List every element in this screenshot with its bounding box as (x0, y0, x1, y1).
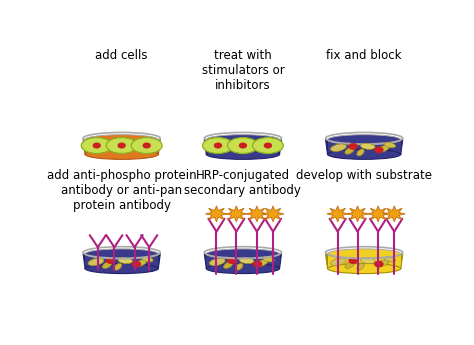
Ellipse shape (134, 260, 146, 267)
Polygon shape (246, 206, 268, 222)
Ellipse shape (85, 249, 158, 259)
Ellipse shape (328, 135, 401, 145)
Ellipse shape (361, 144, 375, 149)
Circle shape (374, 260, 383, 267)
Ellipse shape (114, 263, 122, 270)
Polygon shape (383, 206, 405, 222)
Ellipse shape (263, 257, 274, 262)
Polygon shape (262, 206, 284, 222)
Polygon shape (85, 254, 158, 268)
Ellipse shape (330, 258, 346, 266)
Ellipse shape (228, 138, 258, 154)
Text: develop with substrate: develop with substrate (296, 169, 432, 182)
Ellipse shape (85, 149, 158, 159)
Ellipse shape (206, 149, 280, 159)
Ellipse shape (202, 138, 233, 154)
Polygon shape (225, 206, 247, 222)
Circle shape (214, 142, 222, 149)
Polygon shape (326, 140, 403, 154)
Text: treat with
stimulators or
inhibitors: treat with stimulators or inhibitors (201, 49, 284, 92)
Polygon shape (205, 206, 228, 222)
Ellipse shape (131, 138, 162, 154)
Ellipse shape (384, 257, 395, 262)
Polygon shape (204, 140, 282, 154)
Text: fix and block: fix and block (327, 49, 402, 62)
Text: add cells: add cells (95, 49, 148, 62)
Circle shape (239, 142, 247, 149)
Ellipse shape (345, 148, 354, 154)
Ellipse shape (210, 258, 225, 266)
Ellipse shape (206, 249, 280, 259)
Ellipse shape (376, 260, 389, 267)
Circle shape (374, 146, 383, 153)
Ellipse shape (361, 258, 375, 264)
Ellipse shape (328, 264, 401, 274)
Ellipse shape (224, 262, 233, 268)
Circle shape (143, 142, 151, 149)
Ellipse shape (357, 263, 364, 270)
Ellipse shape (142, 257, 153, 262)
Ellipse shape (82, 138, 112, 154)
Circle shape (106, 257, 116, 264)
Ellipse shape (88, 258, 104, 266)
Polygon shape (204, 254, 282, 268)
Ellipse shape (106, 138, 137, 154)
Polygon shape (206, 254, 280, 268)
Ellipse shape (206, 264, 280, 274)
Ellipse shape (236, 263, 243, 270)
Circle shape (227, 257, 237, 264)
Circle shape (92, 142, 101, 149)
Circle shape (264, 142, 272, 149)
Ellipse shape (85, 135, 158, 145)
Polygon shape (83, 140, 160, 154)
Ellipse shape (328, 249, 401, 259)
Ellipse shape (206, 135, 280, 145)
Ellipse shape (239, 258, 254, 264)
Text: add anti-phospho protein
antibody or anti-pan
protein antibody: add anti-phospho protein antibody or ant… (47, 169, 197, 212)
Polygon shape (367, 206, 389, 222)
Polygon shape (326, 254, 403, 268)
Circle shape (132, 260, 141, 267)
Polygon shape (328, 140, 401, 154)
Ellipse shape (102, 262, 111, 268)
Polygon shape (85, 140, 158, 154)
Ellipse shape (85, 264, 158, 274)
Ellipse shape (330, 144, 346, 151)
Ellipse shape (255, 260, 268, 267)
Polygon shape (346, 206, 369, 222)
Polygon shape (206, 140, 280, 154)
Polygon shape (83, 254, 160, 268)
Polygon shape (328, 254, 401, 268)
Circle shape (118, 142, 126, 149)
Polygon shape (327, 206, 349, 222)
Ellipse shape (384, 142, 395, 148)
Text: HRP-conjugated
secondary antibody: HRP-conjugated secondary antibody (184, 169, 301, 197)
Ellipse shape (328, 149, 401, 159)
Circle shape (253, 260, 263, 267)
Ellipse shape (253, 138, 283, 154)
Ellipse shape (376, 146, 389, 152)
Ellipse shape (118, 258, 133, 264)
Circle shape (348, 143, 358, 150)
Circle shape (348, 257, 358, 264)
Ellipse shape (345, 262, 354, 268)
Ellipse shape (357, 149, 364, 156)
